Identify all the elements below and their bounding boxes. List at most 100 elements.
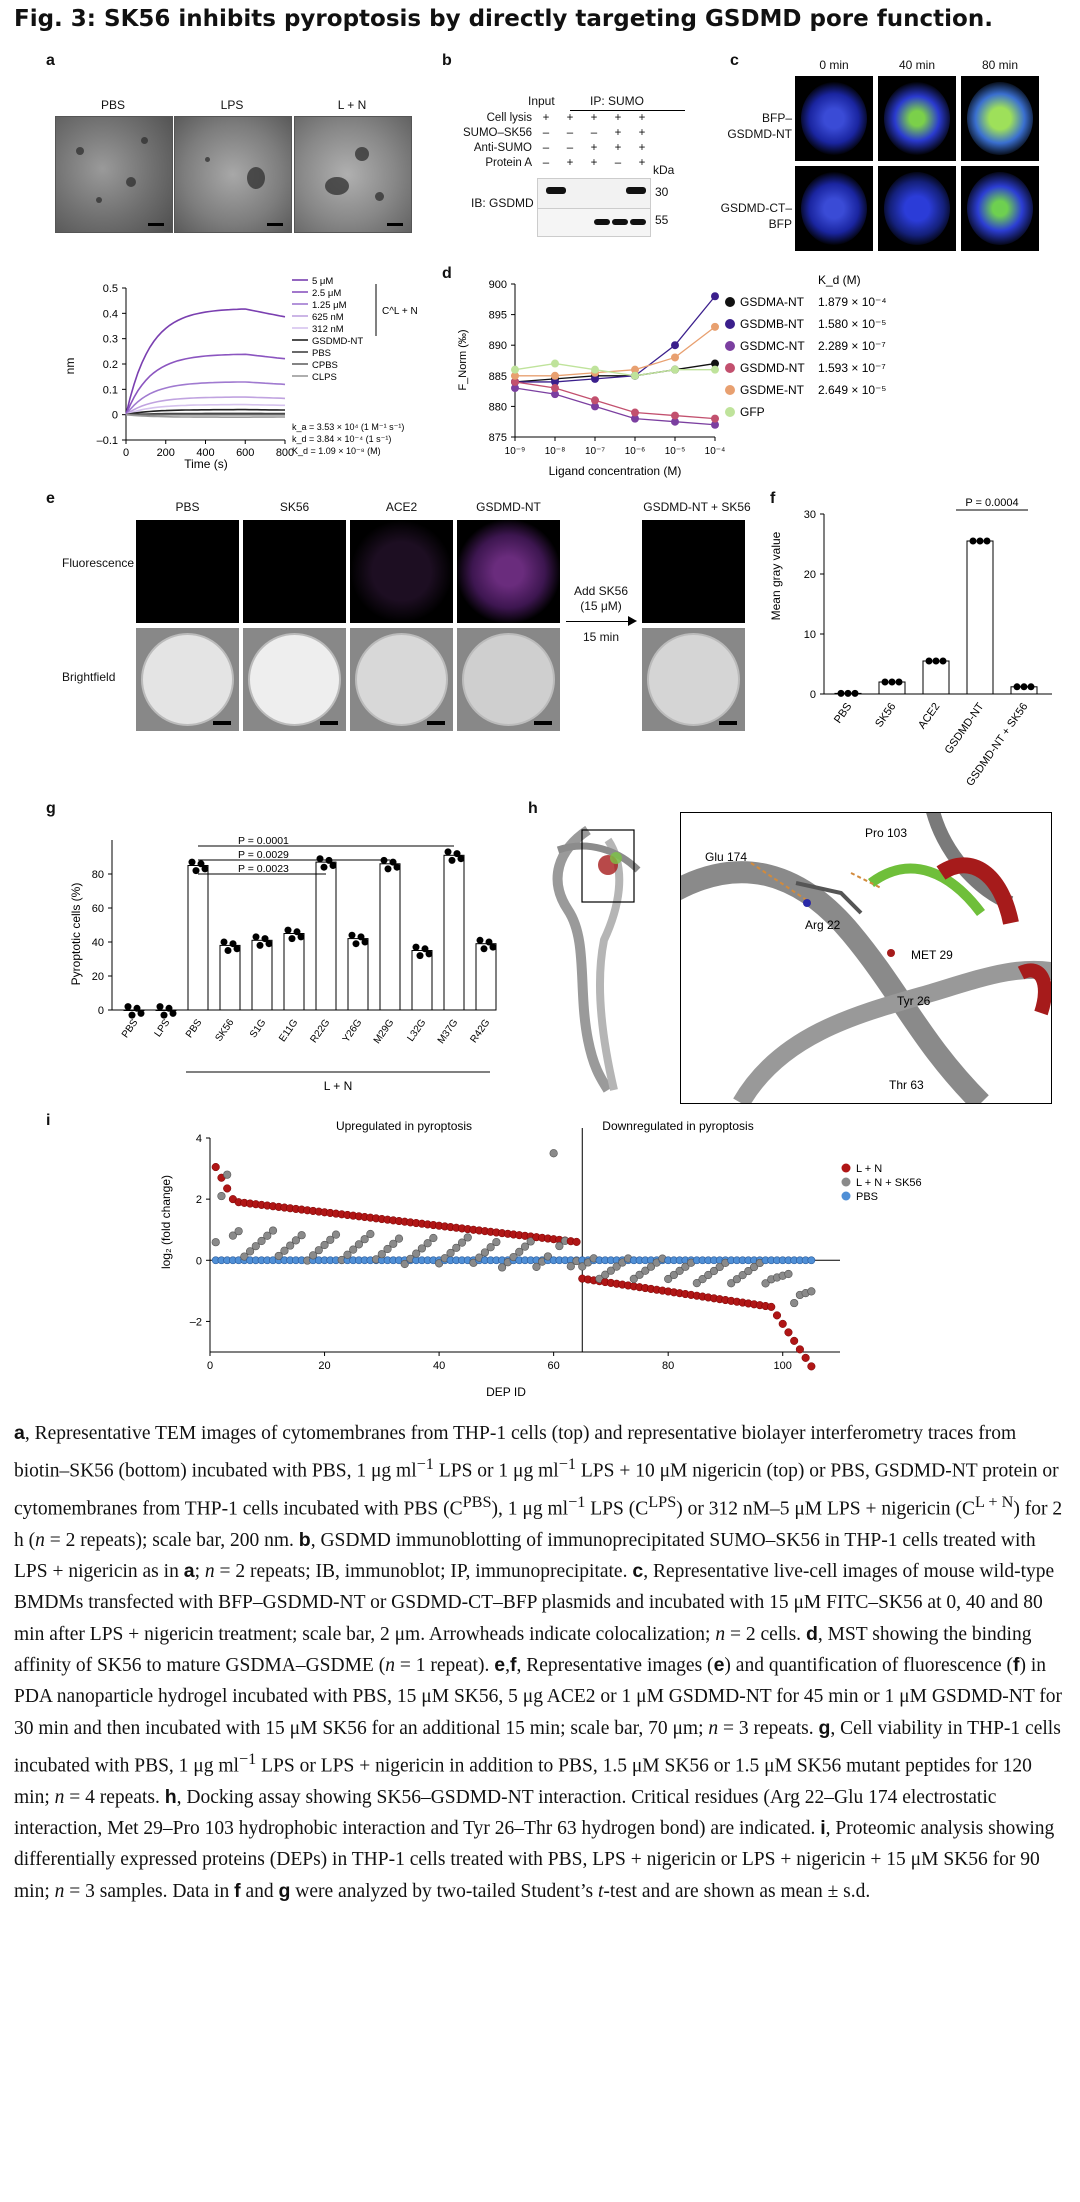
i-xtick-label: 20 xyxy=(318,1360,330,1372)
wb-row-label: SUMO–SK56 xyxy=(462,127,532,139)
i-point-ln-sk56 xyxy=(331,1230,341,1239)
e-bright-pbs xyxy=(136,628,239,731)
f-point xyxy=(837,689,845,697)
i-point-ln-sk56 xyxy=(692,1279,701,1288)
i-point-ln-sk56 xyxy=(452,1243,461,1252)
g-pvalue-label: P = 0.0001 xyxy=(238,835,289,847)
wb-row-value: + xyxy=(638,157,646,169)
i-point-ln-sk56 xyxy=(223,1170,232,1179)
g-bar xyxy=(379,863,401,1011)
g-point xyxy=(361,938,369,946)
g-point xyxy=(137,1009,145,1017)
f-point xyxy=(983,537,991,545)
e-fluor-sk56 xyxy=(243,520,346,623)
g-point xyxy=(160,1011,168,1019)
bli-xtick-label: 600 xyxy=(236,447,254,459)
tem-image-ln xyxy=(294,116,412,233)
bli-curve xyxy=(125,353,286,416)
g-ytick-label: 60 xyxy=(92,903,104,915)
g-point xyxy=(252,933,260,941)
f-point xyxy=(932,657,940,665)
i-point-ln-sk56 xyxy=(566,1262,575,1271)
tem-label-pbs: PBS xyxy=(100,98,125,112)
i-xtick-label: 60 xyxy=(548,1360,560,1372)
i-region-left: Upregulated in pyroptosis xyxy=(336,1119,472,1133)
wb-blot-30 xyxy=(537,178,651,210)
g-category-label: LPS xyxy=(153,1017,173,1039)
figure-title: Fig. 3: SK56 inhibits pyroptosis by dire… xyxy=(14,6,993,32)
g-point xyxy=(197,860,205,868)
f-bar xyxy=(922,660,950,695)
bli-curve xyxy=(125,403,285,416)
i-point-ln-sk56 xyxy=(492,1237,501,1247)
g-category-label: L32G xyxy=(405,1017,428,1044)
mst-xtick-label: 10⁻⁴ xyxy=(705,446,726,457)
e-arrow-bottom-label: 15 min xyxy=(582,630,620,644)
g-point xyxy=(188,858,196,866)
f-ytick-label: 20 xyxy=(804,569,816,581)
tem-label-ln: L + N xyxy=(337,98,367,112)
i-point-ln-sk56 xyxy=(280,1246,289,1255)
mst-ytick-label: 875 xyxy=(489,432,507,444)
i-point-ln-sk56 xyxy=(412,1249,421,1258)
bli-legend-label: CLPS xyxy=(312,372,337,383)
g-point xyxy=(124,1003,132,1011)
g-point xyxy=(357,933,365,941)
g-point xyxy=(229,940,237,948)
wb-row-value: + xyxy=(566,157,574,169)
panel-label-d: d xyxy=(442,265,452,282)
g-bar xyxy=(411,950,433,1011)
i-ytick-label: 2 xyxy=(196,1194,202,1206)
g-bar xyxy=(187,865,209,1011)
i-point-ln-sk56 xyxy=(555,1241,564,1251)
mst-ytick-label: 880 xyxy=(489,401,507,413)
h-residue-tyr26: Tyr 26 xyxy=(897,994,931,1008)
i-point-ln xyxy=(767,1302,776,1311)
g-ytick-label: 40 xyxy=(92,937,104,949)
wb-row-value: + xyxy=(638,142,646,154)
e-col-ace2: ACE2 xyxy=(385,500,418,514)
i-ytick-label: 0 xyxy=(196,1255,202,1267)
i-point-ln-sk56 xyxy=(268,1226,278,1235)
i-point-ln xyxy=(784,1328,793,1337)
e-fluor-ace2 xyxy=(350,520,453,623)
mst-legend-label: GFP xyxy=(740,405,765,419)
bli-xtick-label: 800 xyxy=(276,447,294,459)
f-point xyxy=(939,657,947,665)
bli-legend-label: 2.5 μM xyxy=(312,288,341,299)
bli-legend-label: 312 nM xyxy=(312,324,344,335)
g-ytick-label: 80 xyxy=(92,869,104,881)
bli-KD: K_d = 1.09 × 10⁻⁸ (M) xyxy=(292,446,381,456)
e-row-brightfield: Brightfield xyxy=(62,670,116,684)
wb-row-label: Cell lysis xyxy=(486,112,532,124)
g-category-label: E11G xyxy=(277,1017,300,1044)
i-region-right: Downregulated in pyroptosis xyxy=(602,1119,753,1133)
f-ytick-label: 10 xyxy=(804,629,816,641)
i-point-ln-sk56 xyxy=(675,1266,684,1275)
h-residue-thr63: Thr 63 xyxy=(889,1078,924,1092)
i-point-ln-sk56 xyxy=(715,1262,724,1272)
g-bar xyxy=(347,938,369,1011)
f-point xyxy=(1013,683,1021,691)
i-point-ln-sk56 xyxy=(383,1244,392,1254)
tem-image-pbs xyxy=(55,116,173,233)
i-ytick-label: –2 xyxy=(190,1316,202,1328)
c-image-nt-40 xyxy=(878,76,956,161)
i-point-ln-sk56 xyxy=(326,1235,335,1244)
mst-xtick-label: 10⁻⁶ xyxy=(625,446,646,457)
i-point-ln xyxy=(801,1353,810,1362)
f-ylabel: Mean gray value xyxy=(769,531,783,620)
g-point xyxy=(192,867,200,875)
f-point xyxy=(1020,683,1028,691)
g-point xyxy=(233,945,241,953)
bli-xtick-label: 400 xyxy=(196,447,214,459)
i-point-ln-sk56 xyxy=(297,1231,306,1240)
i-point-ln-sk56 xyxy=(245,1247,255,1256)
i-point-ln xyxy=(795,1345,804,1354)
wb-row-value: + xyxy=(614,142,622,154)
e-col-sk56: SK56 xyxy=(279,500,310,514)
g-category-label: M37G xyxy=(436,1017,461,1046)
g-point xyxy=(453,850,461,858)
panel-label-e: e xyxy=(46,490,55,507)
